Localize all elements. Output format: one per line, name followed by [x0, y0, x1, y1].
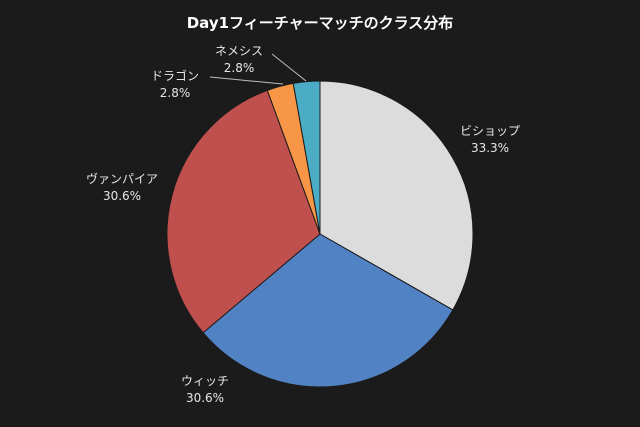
pie-slice-2 — [202, 233, 454, 388]
pie-slices — [166, 80, 474, 388]
slice-label-percent: 2.8% — [160, 86, 191, 100]
leader-lines — [209, 53, 307, 85]
slice-label-percent: 2.8% — [224, 61, 255, 75]
slice-label-name: ネメシス — [215, 44, 263, 58]
leader-line — [271, 53, 307, 82]
pie-slice-1 — [319, 80, 474, 311]
slice-label-name: ヴァンパイア — [86, 171, 158, 186]
slice-label-percent: 30.6% — [186, 391, 224, 405]
slice-label-percent: 30.6% — [103, 189, 141, 203]
slice-labels: ビショップ 33.3% ウィッチ 30.6% ヴァンパイア 30.6% ドラゴン 2.8% ネメ… — [86, 44, 520, 405]
slice-label-name: ビショップ — [460, 124, 520, 138]
slice-label-name: ドラゴン — [151, 68, 199, 83]
chart-title: Day1フィーチャーマッチのクラス分布 — [187, 14, 454, 32]
pie-slice-5 — [292, 80, 321, 235]
leader-line — [209, 76, 284, 85]
slice-label-name: ウィッチ — [181, 374, 229, 388]
pie-slice-3 — [166, 89, 321, 334]
slice-label-percent: 33.3% — [471, 141, 509, 155]
